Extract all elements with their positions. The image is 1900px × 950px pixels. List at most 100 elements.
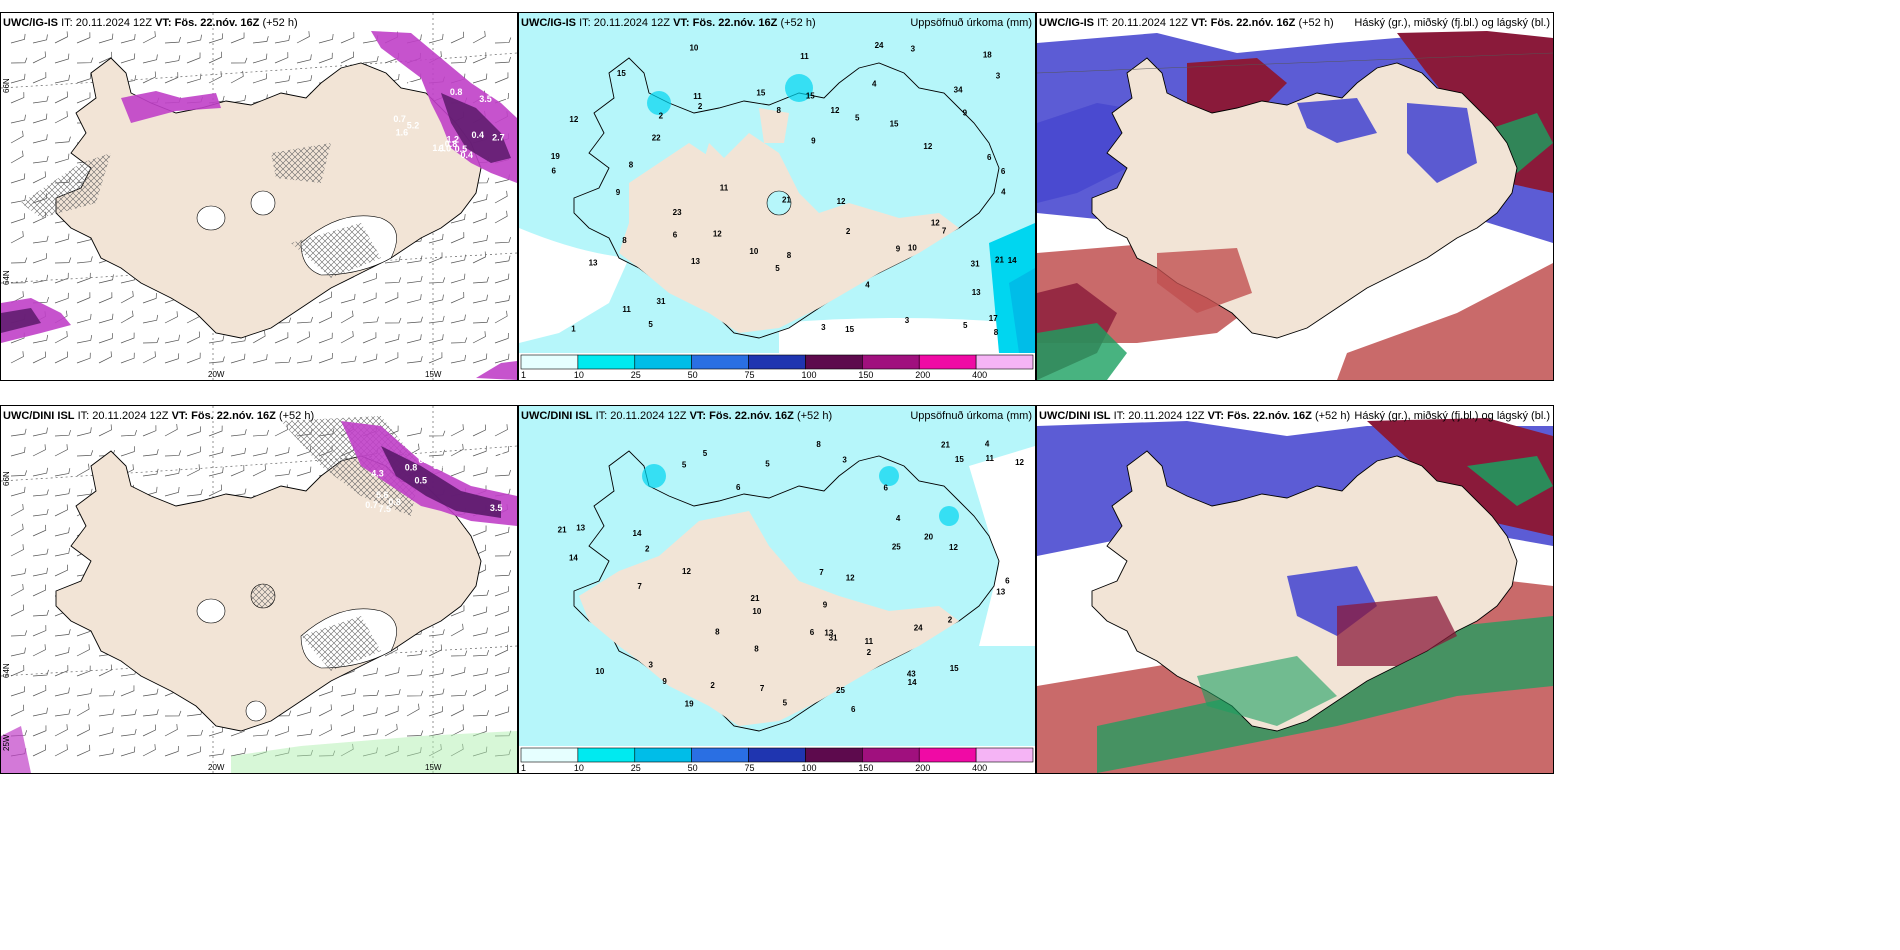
- wind-barb: [296, 355, 313, 364]
- wind-barb: [494, 310, 508, 324]
- colorbar-swatch: [691, 354, 749, 370]
- wind-barb: [428, 688, 445, 697]
- wind-barb: [32, 707, 48, 717]
- map-value-label: 13: [824, 629, 833, 638]
- wind-barb: [296, 331, 310, 344]
- wind-barb: [340, 704, 355, 717]
- wind-barb: [142, 71, 156, 84]
- wind-map-bottom: 20W 15W 66N 64N 25W 3.5 4.3 1.7 0.5 1.3 7.5 6.…: [1, 406, 517, 773]
- map-value-label: 3: [842, 455, 847, 464]
- wind-barb: [76, 57, 94, 64]
- map-value-label: 13: [691, 257, 700, 266]
- wind-barb: [494, 469, 511, 477]
- colorbar-tick: 150: [858, 763, 873, 773]
- wind-barb: [208, 447, 224, 457]
- map-value-label: 3.5: [490, 503, 503, 513]
- wind-barb: [384, 256, 401, 264]
- map-value-label: 5: [775, 264, 780, 273]
- colorbar-swatch: [577, 747, 636, 763]
- wind-barb: [362, 56, 379, 64]
- map-value-label: 21: [782, 196, 791, 205]
- map-value-label: 0.8: [388, 497, 401, 507]
- colorbar-swatch: [805, 354, 863, 370]
- map-value-label: 8: [776, 106, 781, 115]
- map-value-label: 1.0: [384, 62, 397, 72]
- wind-barb: [120, 332, 135, 344]
- lead-time: (+52 h): [1314, 410, 1351, 422]
- wind-barb: [76, 313, 92, 324]
- map-value-label: 0.8: [445, 139, 458, 149]
- wind-barb: [164, 311, 178, 324]
- wind-barb: [318, 33, 334, 44]
- wind-barb: [384, 667, 400, 677]
- wind-barb: [428, 629, 445, 637]
- wind-barb: [76, 644, 90, 657]
- map-value-label: 6: [736, 483, 741, 492]
- wind-barb: [450, 605, 465, 617]
- wind-barb: [10, 173, 26, 184]
- map-value-label: 12: [846, 573, 855, 582]
- colorbar-tick: 1: [521, 763, 526, 773]
- wind-barb: [428, 668, 445, 677]
- colorbar-tick: 1: [521, 370, 526, 380]
- map-value-label: 6: [987, 153, 992, 162]
- wind-barb: [450, 443, 464, 457]
- map-value-label: 17: [989, 314, 998, 323]
- wind-barb: [450, 57, 468, 64]
- map-value-label: 6: [810, 628, 815, 637]
- colorbar-swatch: [748, 747, 806, 763]
- wind-barb: [10, 33, 26, 44]
- map-value-label: 13: [589, 258, 598, 267]
- wind-barb: [164, 353, 180, 364]
- wind-barb: [208, 335, 225, 344]
- wind-barb: [230, 32, 245, 44]
- wind-barb: [120, 746, 136, 757]
- wind-barb: [450, 623, 464, 637]
- wind-barb: [318, 332, 333, 344]
- wind-barb: [450, 337, 468, 344]
- wind-barb: [76, 665, 91, 677]
- wind-barb: [32, 744, 46, 757]
- wind-barb: [362, 667, 379, 677]
- wind-barb: [318, 291, 333, 304]
- vt-value: Fös. 22.nóv. 16Z: [1227, 410, 1312, 422]
- lon-label-20w: 20W: [208, 370, 225, 379]
- wind-barb: [142, 314, 159, 324]
- wind-barb: [98, 664, 112, 677]
- wind-barb: [54, 111, 68, 124]
- wind-barb: [164, 724, 178, 737]
- panel-header: UWC/DINI ISL IT: 20.11.2024 12Z VT: Fös.…: [521, 410, 832, 422]
- wind-barb: [450, 292, 465, 304]
- wind-barb: [54, 233, 70, 244]
- wind-barb: [76, 334, 93, 344]
- colorbar: 1 10 25 50 75 100 150 200 400: [520, 747, 1034, 773]
- wind-barb: [32, 72, 47, 84]
- map-value-label: 4: [872, 79, 877, 88]
- map-value-label: 12: [1015, 458, 1024, 467]
- colorbar-swatch: [918, 354, 977, 370]
- model-name: UWC/IG-IS: [1039, 17, 1094, 29]
- wind-barb: [120, 352, 135, 364]
- wind-barb: [32, 51, 46, 64]
- wind-barb: [32, 584, 47, 597]
- wind-barb: [98, 424, 112, 437]
- wind-barb: [186, 489, 203, 497]
- map-value-label: 3: [996, 71, 1001, 80]
- wind-barb: [406, 275, 423, 284]
- wind-barb: [186, 746, 202, 757]
- wind-barb: [252, 429, 269, 437]
- wind-barb: [32, 334, 49, 344]
- wind-barb: [32, 171, 46, 184]
- wind-barb: [428, 33, 444, 44]
- wind-barb: [340, 726, 356, 737]
- map-value-label: 6: [673, 230, 678, 239]
- colorbar-tick: 400: [972, 763, 987, 773]
- wind-barb: [76, 32, 91, 44]
- wind-barb: [164, 468, 181, 477]
- wind-barb: [54, 331, 68, 344]
- map-value-label: 18: [983, 51, 992, 60]
- wind-barb: [230, 353, 246, 364]
- cloud-title: Háský (gr.), miðský (fj.bl.) og lágský (…: [1354, 17, 1550, 29]
- wind-barb: [362, 332, 377, 344]
- map-value-label: 5.6: [376, 490, 389, 500]
